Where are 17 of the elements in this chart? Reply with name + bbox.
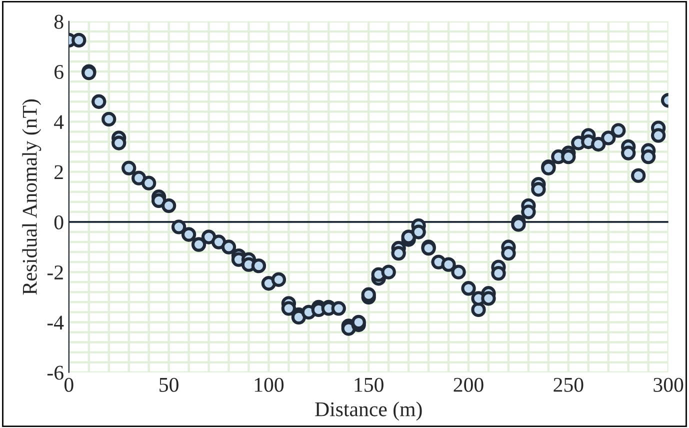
x-tick-label: 50 — [160, 378, 178, 392]
y-tick-label: 6 — [54, 64, 64, 79]
x-axis-title: Distance (m) — [315, 402, 422, 421]
y-tick-label: -4 — [47, 316, 64, 330]
y-tick-label: -6 — [47, 366, 64, 380]
y-axis-title: Residual Anomaly (nT) — [22, 99, 42, 295]
x-tick-label: 150 — [354, 378, 384, 392]
y-tick-label: 0 — [54, 215, 64, 230]
x-tick-label: 100 — [254, 378, 284, 392]
x-tick-label: 300 — [654, 378, 684, 392]
y-tick-label: 8 — [54, 14, 64, 29]
y-tick-label: 4 — [54, 115, 64, 129]
x-tick-label: 0 — [64, 378, 74, 392]
x-tick-label: 250 — [554, 378, 584, 392]
y-tick-label: -2 — [47, 266, 63, 280]
x-tick-label: 200 — [454, 378, 484, 392]
y-tick-label: 2 — [54, 165, 63, 180]
